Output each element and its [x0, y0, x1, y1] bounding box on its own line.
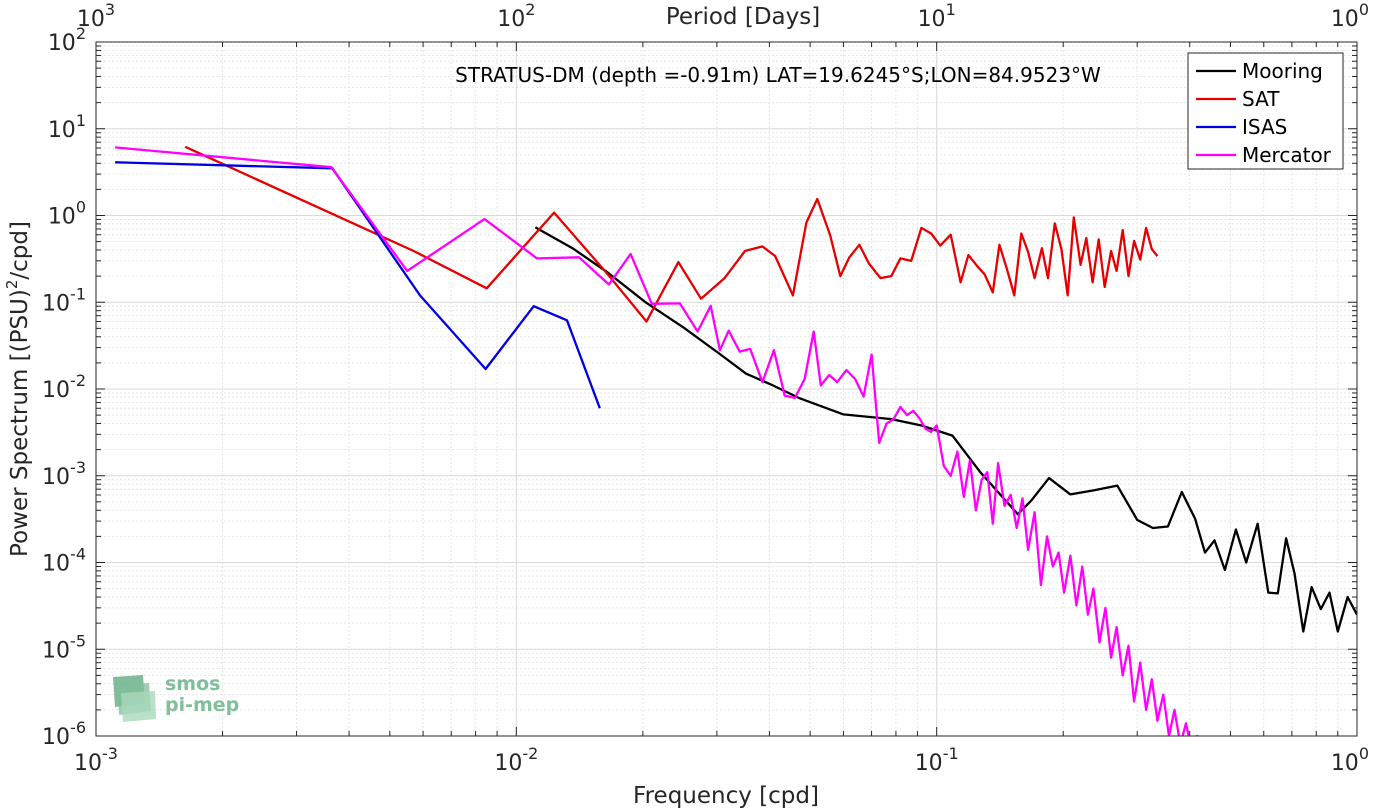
y-axis-label-sup: 2 [3, 280, 21, 290]
y-tick-label-exp: -6 [70, 718, 86, 737]
series-line-sat [184, 145, 1159, 323]
y-tick-label-base: 10 [42, 552, 70, 577]
legend-label-isas: ISAS [1242, 115, 1287, 139]
chart-title: STRATUS-DM (depth =-0.91m) LAT=19.6245°S… [455, 63, 1101, 87]
y-tick-label-exp: -3 [70, 458, 86, 477]
y-tick-label: 10-2 [42, 371, 86, 403]
x-tick-label-exp: -1 [943, 744, 959, 763]
legend-box [1187, 52, 1344, 170]
x2-tick-label: 101 [918, 0, 956, 32]
x2-tick-labels: 103 102 101 100 [77, 0, 1369, 32]
legend: Mooring SAT ISAS Mercator [1187, 52, 1344, 170]
y-tick-label-base: 10 [42, 291, 70, 316]
x2-tick-label-exp: 2 [525, 0, 535, 19]
x2-tick-label: 100 [1331, 0, 1369, 32]
y-axis-label: Power Spectrum [(PSU)2/cpd] [3, 221, 33, 557]
logo-line-2: pi-mep [165, 694, 240, 716]
x2-tick-label-base: 10 [77, 7, 105, 32]
y-tick-label-base: 10 [42, 378, 70, 403]
y-tick-label: 101 [48, 111, 86, 143]
major-grid [95, 41, 1358, 737]
x-tick-label-exp: -3 [102, 744, 118, 763]
y-tick-label-base: 10 [42, 465, 70, 490]
y-tick-label-exp: -2 [70, 371, 86, 390]
tick-marks [95, 41, 1358, 737]
x-tick-label: 10-2 [494, 744, 538, 776]
y-tick-label: 10-5 [42, 631, 86, 663]
y-tick-label-exp: -1 [70, 284, 86, 303]
x-tick-label: 100 [1331, 744, 1369, 776]
y-tick-label: 102 [48, 24, 86, 56]
x-tick-labels: 10-3 10-2 10-1 100 [74, 744, 1369, 776]
y-tick-label-base: 10 [48, 205, 76, 230]
y-tick-label-exp: -5 [70, 631, 86, 650]
series-line-mercator [114, 146, 1199, 736]
x2-tick-label-exp: 3 [105, 0, 115, 19]
x2-tick-label-base: 10 [918, 7, 946, 32]
y-tick-label: 10-4 [42, 545, 86, 577]
y-tick-label-base: 10 [48, 31, 76, 56]
logo-line-1: smos [165, 673, 221, 695]
y-tick-label-base: 10 [48, 118, 76, 143]
x2-tick-label-base: 10 [497, 7, 525, 32]
legend-label-mercator: Mercator [1242, 143, 1332, 167]
y-axis-label-main: Power Spectrum [(PSU) [7, 289, 33, 557]
y-tick-label: 100 [48, 198, 86, 230]
series-group [114, 145, 1357, 736]
x2-tick-label-base: 10 [1331, 7, 1359, 32]
y-axis-label-tail: /cpd] [7, 221, 33, 280]
logo-text: smos pi-mep [165, 674, 239, 716]
x-tick-label-base: 10 [74, 751, 102, 776]
x-tick-label: 10-1 [915, 744, 959, 776]
x2-tick-label-exp: 0 [1359, 0, 1369, 19]
series-line-mooring [534, 226, 1357, 633]
x-tick-label-exp: -2 [522, 744, 538, 763]
y-tick-label-base: 10 [42, 638, 70, 663]
x-tick-label-base: 10 [915, 751, 943, 776]
y-tick-label-exp: -4 [70, 545, 86, 564]
x-tick-label-base: 10 [1331, 751, 1359, 776]
x2-axis-label: Period [Days] [666, 4, 820, 30]
y-tick-label: 10-1 [42, 284, 86, 316]
x-tick-label-exp: 0 [1359, 744, 1369, 763]
smos-pimep-logo-icon [113, 675, 156, 722]
x2-tick-label: 102 [497, 0, 535, 32]
y-tick-label-exp: 1 [76, 111, 86, 130]
y-tick-label-base: 10 [42, 725, 70, 750]
y-tick-label-exp: 0 [76, 198, 86, 217]
y-tick-label: 10-6 [42, 718, 86, 750]
y-tick-label-exp: 2 [76, 24, 86, 43]
x2-tick-label: 103 [77, 0, 115, 32]
y-tick-label: 10-3 [42, 458, 86, 490]
legend-label-mooring: Mooring [1242, 59, 1323, 83]
legend-label-sat: SAT [1242, 87, 1280, 111]
x2-tick-label-exp: 1 [946, 0, 956, 19]
x-axis-label: Frequency [cpd] [633, 783, 819, 809]
x-tick-label-base: 10 [494, 751, 522, 776]
x-tick-label: 10-3 [74, 744, 118, 776]
